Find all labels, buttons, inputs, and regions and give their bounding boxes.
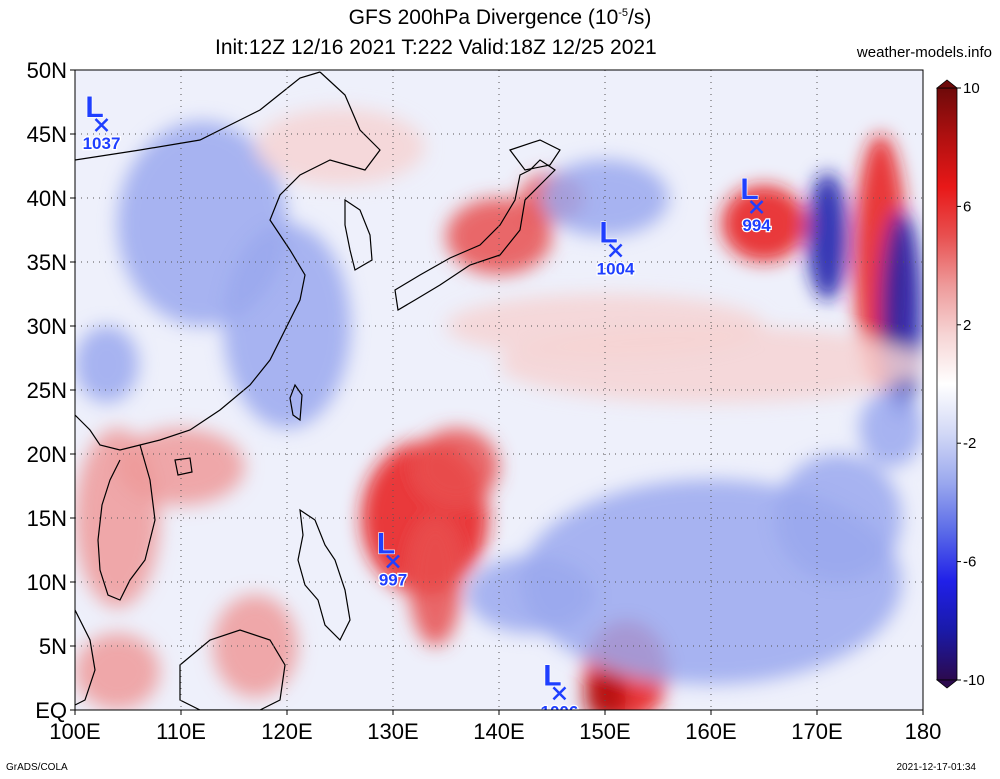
low-symbol: L xyxy=(599,216,617,249)
y-tick-label: EQ xyxy=(35,698,67,723)
field-blob xyxy=(414,428,499,506)
field-blob xyxy=(541,159,669,237)
colorbar-bottom-arrow xyxy=(935,679,959,689)
low-marker: L 994 xyxy=(740,172,773,236)
low-marker: L 1004 xyxy=(595,216,636,280)
low-symbol: L xyxy=(740,173,758,206)
low-marker: L 1006 xyxy=(539,659,579,721)
colorbar-tick-label: -10 xyxy=(963,672,985,689)
coastline-korea xyxy=(344,198,373,271)
low-pressure-markers: L 1037 L 1004 L 994 L 997 L 1006 xyxy=(81,90,773,721)
colorbar-tick-label: 10 xyxy=(963,80,980,97)
coastline-taiwan xyxy=(289,383,303,422)
y-tick-label: 10N xyxy=(27,570,67,595)
y-tick-label: 30N xyxy=(27,314,67,339)
low-symbol: L xyxy=(85,91,103,124)
coastline-mainland xyxy=(75,71,381,451)
coastline-japan xyxy=(394,159,556,311)
coastline-peninsula xyxy=(75,609,96,706)
divergence-field: L 1037 L 1004 L 994 L 997 L 1006 xyxy=(75,70,923,721)
software-credit: GrADS/COLA xyxy=(6,762,68,773)
coastline-borneo xyxy=(179,629,286,710)
y-tick-label: 15N xyxy=(27,506,67,531)
timestamp: 2021-12-17-01:34 xyxy=(896,762,976,773)
y-tick-label: 45N xyxy=(27,122,67,147)
low-pressure-label: 1004 xyxy=(597,259,635,278)
colorbar-tick-label: -6 xyxy=(963,554,976,571)
low-symbol: L xyxy=(543,659,561,692)
low-pressure-label: 1037 xyxy=(83,134,121,153)
field-blob xyxy=(583,671,627,710)
field-blob xyxy=(806,172,849,301)
y-tick-label: 20N xyxy=(27,442,67,467)
low-center-x xyxy=(386,554,400,569)
field-blob xyxy=(446,198,552,275)
y-tick-label: 35N xyxy=(27,250,67,275)
field-blob xyxy=(446,294,764,358)
low-pressure-label: 1006 xyxy=(541,702,579,721)
coastline-hainan xyxy=(174,457,193,476)
x-tick-label: 170E xyxy=(791,719,842,744)
low-marker: L 997 xyxy=(376,527,408,591)
x-tick-label: 110E xyxy=(156,719,206,744)
coastline-indochina xyxy=(97,444,156,601)
colorbar-tick-label: 6 xyxy=(963,198,971,215)
field-blob xyxy=(774,454,902,582)
x-axis: 100E 110E 120E 130E 140E 150E 160E 170E 180 xyxy=(49,710,941,744)
y-tick-label: 5N xyxy=(39,634,67,659)
coastline-philippines xyxy=(297,508,351,642)
field-blob xyxy=(467,556,595,634)
map-subtitle: Init:12Z 12/16 2021 T:222 Valid:18Z 12/2… xyxy=(215,36,657,59)
site-credit: weather-models.info xyxy=(856,44,992,61)
low-center-x xyxy=(608,243,623,258)
colorbar-tick-label: 2 xyxy=(963,317,971,334)
field-blob xyxy=(721,185,807,262)
colorbar-top-arrow xyxy=(935,79,959,89)
low-center-x xyxy=(749,200,764,214)
y-tick-label: 25N xyxy=(27,378,67,403)
field-blob xyxy=(75,326,139,403)
x-tick-label: 130E xyxy=(367,719,418,744)
field-blob xyxy=(75,633,160,710)
coastline xyxy=(75,71,561,710)
low-marker: L 1037 xyxy=(81,90,121,154)
field-blob xyxy=(859,390,923,467)
x-tick-label: 150E xyxy=(579,719,630,744)
colorbar-tick-label: -2 xyxy=(963,435,976,452)
y-tick-label: 50N xyxy=(27,58,67,83)
colorbar-ramp xyxy=(936,87,958,681)
x-tick-label: 100E xyxy=(49,719,100,744)
x-tick-label: 140E xyxy=(473,719,524,744)
x-tick-label: 120E xyxy=(261,719,312,744)
colorbar: 10 6 2 -2 -6 -10 xyxy=(935,79,985,689)
field-blob xyxy=(255,108,425,186)
x-tick-label: 180 xyxy=(905,719,942,744)
coastline-hokkaido xyxy=(509,139,561,171)
map-title: GFS 200hPa Divergence (10-5/s) xyxy=(348,6,652,29)
y-tick-label: 40N xyxy=(27,186,67,211)
low-pressure-label: 994 xyxy=(742,216,771,235)
low-pressure-label: 997 xyxy=(379,571,407,590)
low-symbol: L xyxy=(377,528,395,561)
low-center-x xyxy=(552,686,567,701)
x-tick-label: 160E xyxy=(685,719,736,744)
y-axis: EQ 5N 10N 15N 20N 25N 30N 35N 40N 45N 50N xyxy=(27,58,75,723)
low-center-x xyxy=(94,118,109,132)
